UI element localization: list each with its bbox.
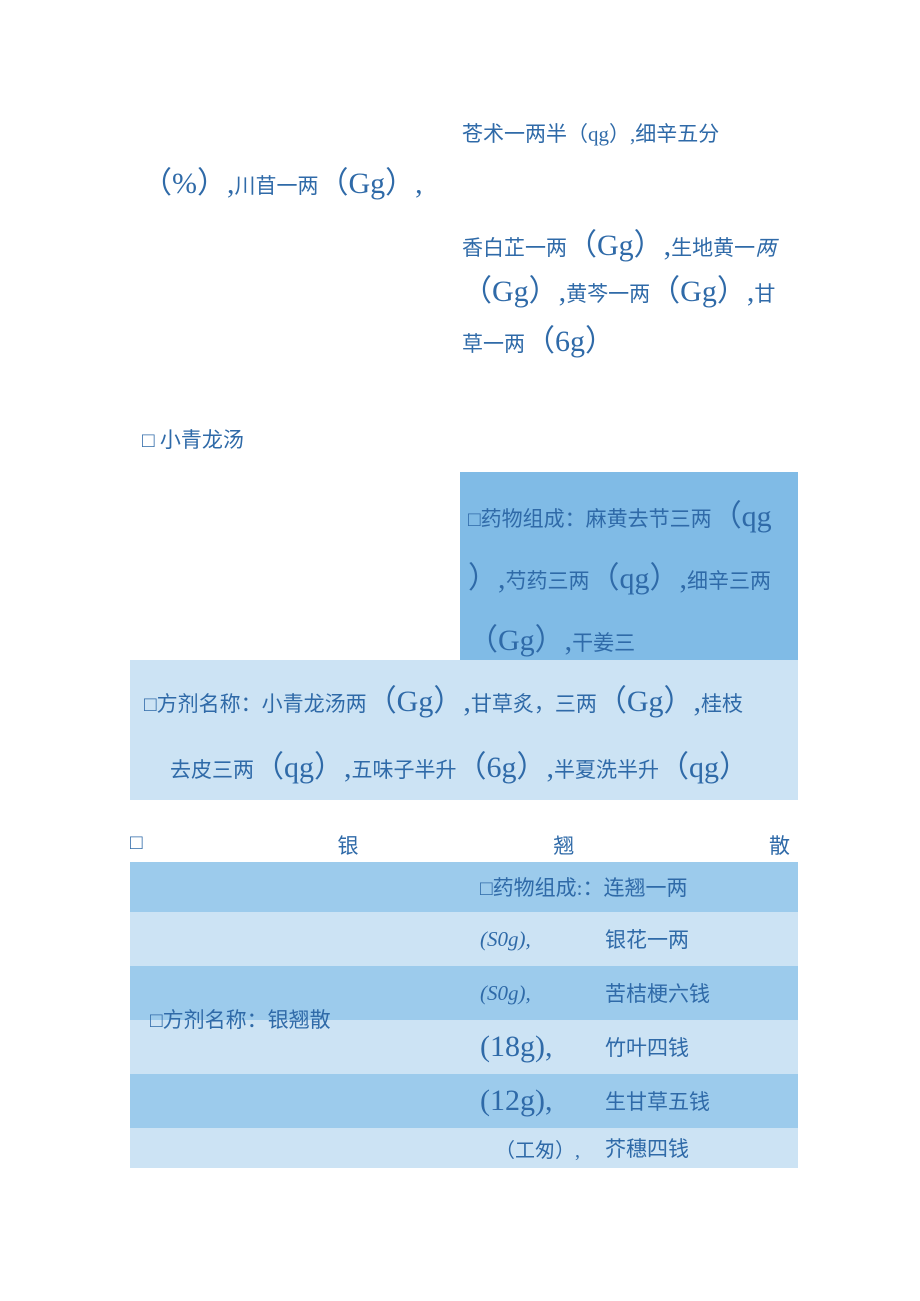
- title-row: □ 银 翘 散: [130, 830, 790, 860]
- herb-cell: 竹叶四钱: [595, 1032, 798, 1062]
- text-segment: 草一两: [462, 332, 525, 356]
- dose-cell: （工匆）,: [480, 1134, 595, 1163]
- text-segment: 香白芷一两: [462, 236, 567, 260]
- yinqiao-table: □药物组成:：连翘一两 (S0g), 银花一两 □方剂名称：银翘散 (S0g),…: [130, 862, 798, 1168]
- table-header-row: □药物组成:：连翘一两: [130, 862, 798, 912]
- herb-text: 苍术一两半（qg）,细辛五分: [462, 118, 719, 152]
- herb-text-line2: 香白芷一两（Gg）,生地黄一两: [462, 222, 776, 270]
- text-segment: 黄芩一两: [566, 282, 650, 306]
- text-segment: 生地黄一: [671, 236, 755, 260]
- dose-cell: (S0g),: [480, 981, 595, 1006]
- herb-cell: 银花一两: [595, 924, 798, 954]
- composition-line2: ）,芍药三两（qg）,细辛三两: [460, 548, 798, 610]
- dose-cell: (18g),: [480, 1030, 595, 1064]
- text-segment: □方剂名称：小青龙汤两: [144, 692, 367, 716]
- text-segment: （qg: [712, 500, 772, 533]
- text-segment: 甘: [754, 282, 775, 306]
- section-title-yinqiao: □ 银 翘 散: [130, 830, 798, 860]
- text-segment: （Gg）,: [462, 275, 566, 308]
- text-segment: （Gg）,: [468, 624, 572, 657]
- title-char: 银: [337, 830, 358, 860]
- formula-name-box: □方剂名称：小青龙汤两（Gg）,甘草炙，三两（Gg）,桂枝 去皮三两（qg）,五…: [130, 660, 798, 800]
- text-segment: 川苜一两: [235, 174, 319, 198]
- name-line2: 去皮三两（qg）,五味子半升（6g）,半夏洗半升（qg）: [130, 736, 798, 806]
- text-segment: （Gg）,: [367, 685, 471, 718]
- text-segment: 甘草炙，三两: [471, 692, 597, 716]
- text-segment: 芍药三两: [506, 569, 590, 593]
- text-segment-italic: 两: [755, 236, 776, 260]
- text-segment: 五味子半升: [352, 758, 457, 782]
- text-segment: （6g）: [525, 325, 615, 358]
- text-segment: （Gg）,: [597, 685, 701, 718]
- text-segment: （qg）: [659, 751, 749, 784]
- text-segment: ）,: [468, 562, 506, 595]
- header-text: □药物组成:：连翘一两: [480, 872, 798, 902]
- text-segment: （Gg）,: [319, 167, 423, 200]
- table-row: (12g), 生甘草五钱: [130, 1074, 798, 1128]
- table-row: □方剂名称：银翘散 (S0g), 苦桔梗六钱: [130, 966, 798, 1020]
- text-segment: □药物组成：麻黄去节三两: [468, 507, 712, 531]
- text-segment: （%）,: [142, 167, 235, 200]
- title-char: 翘: [553, 830, 574, 860]
- text-segment: 细辛三两: [687, 569, 771, 593]
- name-line1: □方剂名称：小青龙汤两（Gg）,甘草炙，三两（Gg）,桂枝: [130, 660, 798, 736]
- text-segment: 半夏洗半升: [554, 758, 659, 782]
- table-row: (S0g), 银花一两: [130, 912, 798, 966]
- herb-text-left: （%）,川苜一两（Gg）,: [142, 160, 423, 208]
- text-segment: 干姜三: [572, 631, 635, 655]
- formula-name-label: □方剂名称：银翘散: [130, 1004, 480, 1034]
- herb-cell: 苦桔梗六钱: [595, 978, 798, 1008]
- composition-line1: □药物组成：麻黄去节三两（qg: [460, 484, 798, 548]
- herb-cell: 生甘草五钱: [595, 1086, 798, 1116]
- text-segment: （6g）,: [457, 751, 555, 784]
- dose-cell: (12g),: [480, 1084, 595, 1118]
- text-segment: （qg）,: [254, 751, 352, 784]
- table-row: （工匆）, 芥穗四钱: [130, 1128, 798, 1168]
- title-char: □: [130, 830, 143, 860]
- text-segment: （Gg）,: [650, 275, 754, 308]
- herb-cell: 芥穗四钱: [595, 1133, 798, 1163]
- title-char: 散: [769, 830, 790, 860]
- text-segment: 去皮三两: [170, 758, 254, 782]
- dose-cell: (S0g),: [480, 927, 595, 952]
- herb-text-line4: 草一两（6g）: [462, 318, 615, 366]
- section-title-xiaoqinglong: □ 小青龙汤: [142, 424, 244, 454]
- text-segment: （qg）,: [590, 562, 688, 595]
- text-segment: 桂枝: [701, 692, 743, 716]
- text-segment: （Gg）,: [567, 229, 671, 262]
- composition-box: □药物组成：麻黄去节三两（qg ）,芍药三两（qg）,细辛三两 （Gg）,干姜三: [460, 472, 798, 664]
- herb-text-line3: （Gg）,黄芩一两（Gg）,甘: [462, 268, 775, 316]
